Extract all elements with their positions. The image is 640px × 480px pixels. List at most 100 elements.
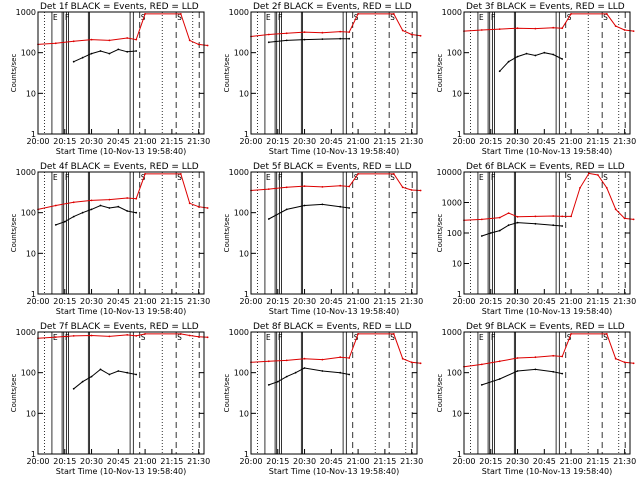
y-tick-label: 10 [26,249,36,258]
events-point [54,224,57,226]
series-line-lld [463,172,634,221]
marker-letter: S [603,173,608,182]
plot-frame [37,171,205,295]
events-point [135,373,138,376]
y-axis-label: Counts/sec [223,214,231,253]
lld-point [321,31,324,34]
events-point [339,371,342,374]
events-point [303,367,306,369]
lld-point [321,358,324,361]
x-tick-label: 20:00 [452,297,475,306]
x-tick-label: 21:30 [187,297,210,306]
y-tick-label: 10 [26,409,36,418]
events-point [489,232,492,234]
lld-point [267,33,270,36]
events-point [348,37,351,40]
x-tick-label: 21:15 [586,297,609,306]
x-tick-label: 20:30 [80,457,103,466]
x-tick-label: 20:30 [80,137,103,146]
events-point [267,218,270,220]
marker-letter: F [491,13,496,22]
lld-point [579,187,581,189]
events-point [135,50,138,52]
plot-frame [250,171,418,295]
chart-title: Det 2f BLACK = Events, RED = LLD [253,2,412,12]
lld-point [498,28,501,30]
lld-point [339,30,342,33]
y-tick-label: 100 [21,49,36,58]
marker-letter: S [354,173,359,182]
lld-point [498,360,501,363]
series-line-lld [463,333,634,368]
lld-point [188,202,191,205]
lld-point [197,43,200,46]
lld-point [108,198,111,201]
x-tick-label: 21:15 [160,457,183,466]
events-point [99,50,102,52]
events-point [108,207,111,209]
y-axis-label: Counts/sec [436,214,444,253]
x-axis-label: Start Time (10-Nov-13 19:58:40) [269,147,399,156]
y-tick-label: 1000 [16,328,36,337]
x-tick-label: 21:30 [613,137,636,146]
marker-letter: S [141,333,146,342]
lld-point [339,356,342,359]
chart-title: Det 5f BLACK = Events, RED = LLD [253,162,412,172]
y-tick-label: 1 [244,290,249,299]
events-point [99,368,102,371]
y-axis-label: Counts/sec [223,54,231,93]
events-point [516,55,519,58]
events-point [90,375,93,378]
x-axis-label: Start Time (10-Nov-13 19:58:40) [482,467,612,476]
x-tick-label: 20:00 [26,457,49,466]
x-tick-label: 21:30 [400,137,423,146]
x-axis-label: Start Time (10-Nov-13 19:58:40) [482,147,612,156]
x-tick-label: 20:30 [506,297,529,306]
lld-point [135,335,138,337]
marker-letter: S [603,333,608,342]
x-tick-label: 20:15 [479,137,502,146]
lld-point [623,217,626,220]
x-tick-label: 21:00 [560,457,583,466]
events-point [126,50,129,53]
x-tick-label: 20:45 [533,457,556,466]
events-point [117,370,120,372]
events-point [534,368,537,371]
x-tick-label: 20:30 [506,137,529,146]
y-tick-label: 100 [447,229,462,238]
lld-point [197,335,200,338]
events-point [552,53,555,56]
events-point [480,235,483,237]
x-axis-label: Start Time (10-Nov-13 19:58:40) [269,307,399,316]
marker-letter: S [567,173,572,182]
plot-frame [250,11,418,135]
events-point [516,370,519,372]
lld-point [516,27,519,30]
lld-point [357,173,359,175]
y-tick-label: 10000 [437,168,462,177]
y-tick-label: 1000 [442,328,462,337]
lld-point [419,189,422,192]
lld-point [516,357,519,359]
marker-letter: S [390,13,395,22]
lld-point [188,334,191,337]
x-tick-label: 20:00 [452,137,475,146]
events-point [498,229,501,232]
lld-point [552,354,555,357]
y-tick-label: 1000 [442,199,462,208]
events-point [534,222,537,225]
lld-point [126,334,129,336]
lld-point [144,173,147,175]
x-tick-label: 21:15 [373,297,396,306]
series-line-lld [37,333,208,339]
x-tick-label: 21:00 [134,457,157,466]
lld-point [401,186,404,189]
x-axis-label: Start Time (10-Nov-13 19:58:40) [56,467,186,476]
lld-point [623,29,626,31]
y-tick-label: 1000 [229,168,249,177]
events-point [498,378,501,380]
y-axis-label: Counts/sec [10,214,18,253]
events-point [561,372,564,375]
